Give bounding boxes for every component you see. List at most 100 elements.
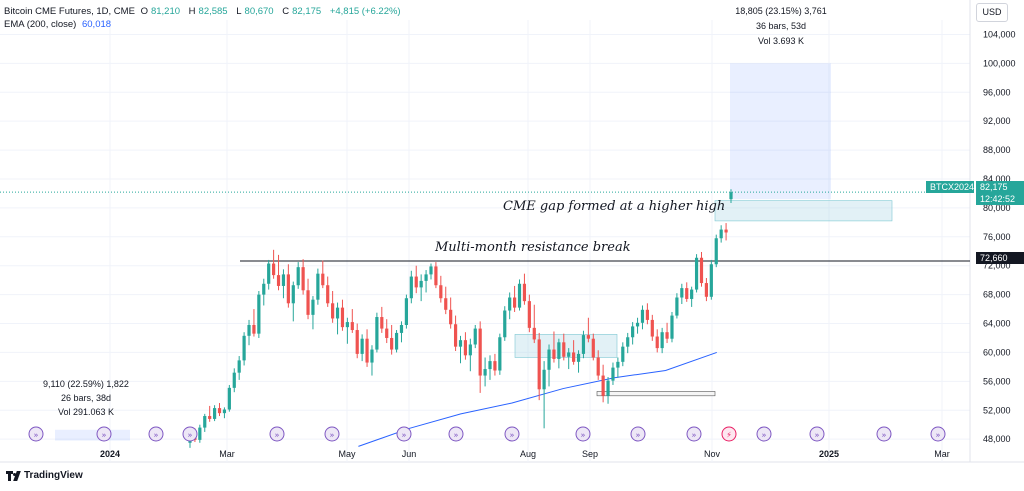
event-marker-glyph: ⚡ (726, 431, 732, 440)
candle-body (419, 280, 423, 288)
event-marker-glyph: » (34, 431, 39, 440)
x-tick-label: May (338, 449, 356, 459)
measure-left-stats: 9,110 (22.59%) 1,822 26 bars, 38d Vol 29… (36, 377, 136, 419)
candle-body (655, 336, 659, 349)
candle-body (375, 317, 379, 350)
candle-body (576, 353, 581, 362)
measure-left-line3: Vol 291.063 K (57, 407, 115, 417)
event-marker-glyph: » (882, 431, 887, 440)
measure-right-stats: 18,805 (23.15%) 3,761 36 bars, 53d Vol 3… (725, 4, 837, 49)
candle-body (331, 303, 335, 319)
candle-body (390, 337, 394, 350)
measure-right-line1: 18,805 (23.15%) 3,761 (735, 6, 827, 16)
y-tick-label: 48,000 (983, 434, 1011, 444)
candle-body (670, 315, 674, 339)
candle-body (198, 427, 202, 440)
candle-body (606, 380, 610, 396)
countdown-tag: 12:42:52 (976, 193, 1024, 205)
support-box (596, 391, 716, 397)
candle-body (685, 288, 689, 299)
currency-button[interactable]: USD (976, 3, 1008, 22)
measure-box-right (730, 63, 831, 200)
y-tick-label: 76,000 (983, 232, 1011, 242)
candle-body (586, 335, 590, 339)
x-tick-label: Mar (219, 449, 235, 459)
last-price-tag: 82,175 (976, 181, 1024, 193)
ema-legend[interactable]: EMA (200, close) 60,018 (4, 19, 114, 30)
candle-body (262, 283, 266, 295)
candle-body (252, 324, 256, 334)
candle-body (493, 361, 497, 371)
candle-body (429, 266, 433, 275)
candle-body (527, 301, 531, 328)
candle-body (660, 332, 664, 349)
candle-body (232, 372, 236, 388)
candle-body (567, 352, 571, 357)
candle-body (596, 357, 600, 376)
candle-body (621, 346, 625, 362)
symbol-title[interactable]: Bitcoin CME Futures, 1D, CME (4, 6, 135, 17)
open-value: O 81,210 (140, 6, 181, 17)
x-tick-label: Mar (934, 449, 950, 459)
candle-body (719, 229, 723, 239)
candle-body (547, 349, 551, 370)
cme-gap-annotation[interactable]: CME gap formed at a higher high (503, 199, 726, 214)
y-tick-label: 64,000 (983, 319, 1011, 329)
candle-body (562, 342, 566, 357)
candle-body (483, 369, 487, 376)
low-value: L 80,670 (236, 6, 274, 17)
y-tick-label: 104,000 (983, 29, 1016, 39)
candle-body (665, 332, 669, 339)
event-marker-icon (182, 426, 198, 442)
candle-body (650, 319, 654, 337)
candle-body (444, 298, 448, 310)
candle-body (601, 375, 605, 396)
resistance-annotation[interactable]: Multi-month resistance break (435, 240, 631, 255)
candle-body (508, 297, 512, 311)
candle-body (424, 274, 428, 281)
candle-body (208, 416, 212, 419)
event-marker-glyph: » (402, 431, 407, 440)
cme-gap-box (714, 200, 893, 222)
candle-body (301, 267, 305, 291)
measure-right-line2: 36 bars, 53d (755, 21, 807, 31)
event-marker-glyph: » (692, 431, 697, 440)
candle-body (503, 310, 507, 338)
event-marker-icon (396, 426, 412, 442)
event-marker-glyph: » (454, 431, 459, 440)
candle-body (311, 299, 315, 315)
event-marker-glyph: » (762, 431, 767, 440)
event-marker-icon (28, 426, 44, 442)
candle-body (281, 274, 286, 286)
candle-body (306, 290, 310, 315)
candle-body (690, 289, 694, 299)
high-value: H 82,585 (188, 6, 228, 17)
candle-body (257, 294, 261, 334)
event-marker-glyph: » (275, 431, 280, 440)
y-tick-label: 80,000 (983, 203, 1011, 213)
candle-body (449, 309, 453, 325)
candle-body (345, 322, 349, 328)
candle-body (724, 229, 728, 233)
candle-body (291, 285, 295, 304)
ema-value: 60,018 (81, 19, 112, 30)
y-tick-label: 60,000 (983, 347, 1011, 357)
y-tick-label: 88,000 (983, 145, 1011, 155)
tradingview-brand: TradingView (24, 470, 83, 481)
candle-body (399, 324, 404, 333)
close-value: C 82,175 (282, 6, 322, 17)
candle-body (217, 408, 222, 414)
candle-body (321, 273, 325, 286)
tradingview-logo[interactable]: TradingView (6, 470, 83, 481)
event-marker-glyph: » (936, 431, 941, 440)
event-marker-icon (504, 426, 520, 442)
candle-body (237, 360, 241, 373)
candle-body (350, 322, 354, 331)
y-tick-label: 96,000 (983, 87, 1011, 97)
candle-body (572, 352, 576, 362)
candle-body (286, 274, 290, 304)
candle-body (542, 369, 546, 390)
event-marker-icon (756, 426, 772, 442)
tradingview-icon (6, 470, 21, 481)
